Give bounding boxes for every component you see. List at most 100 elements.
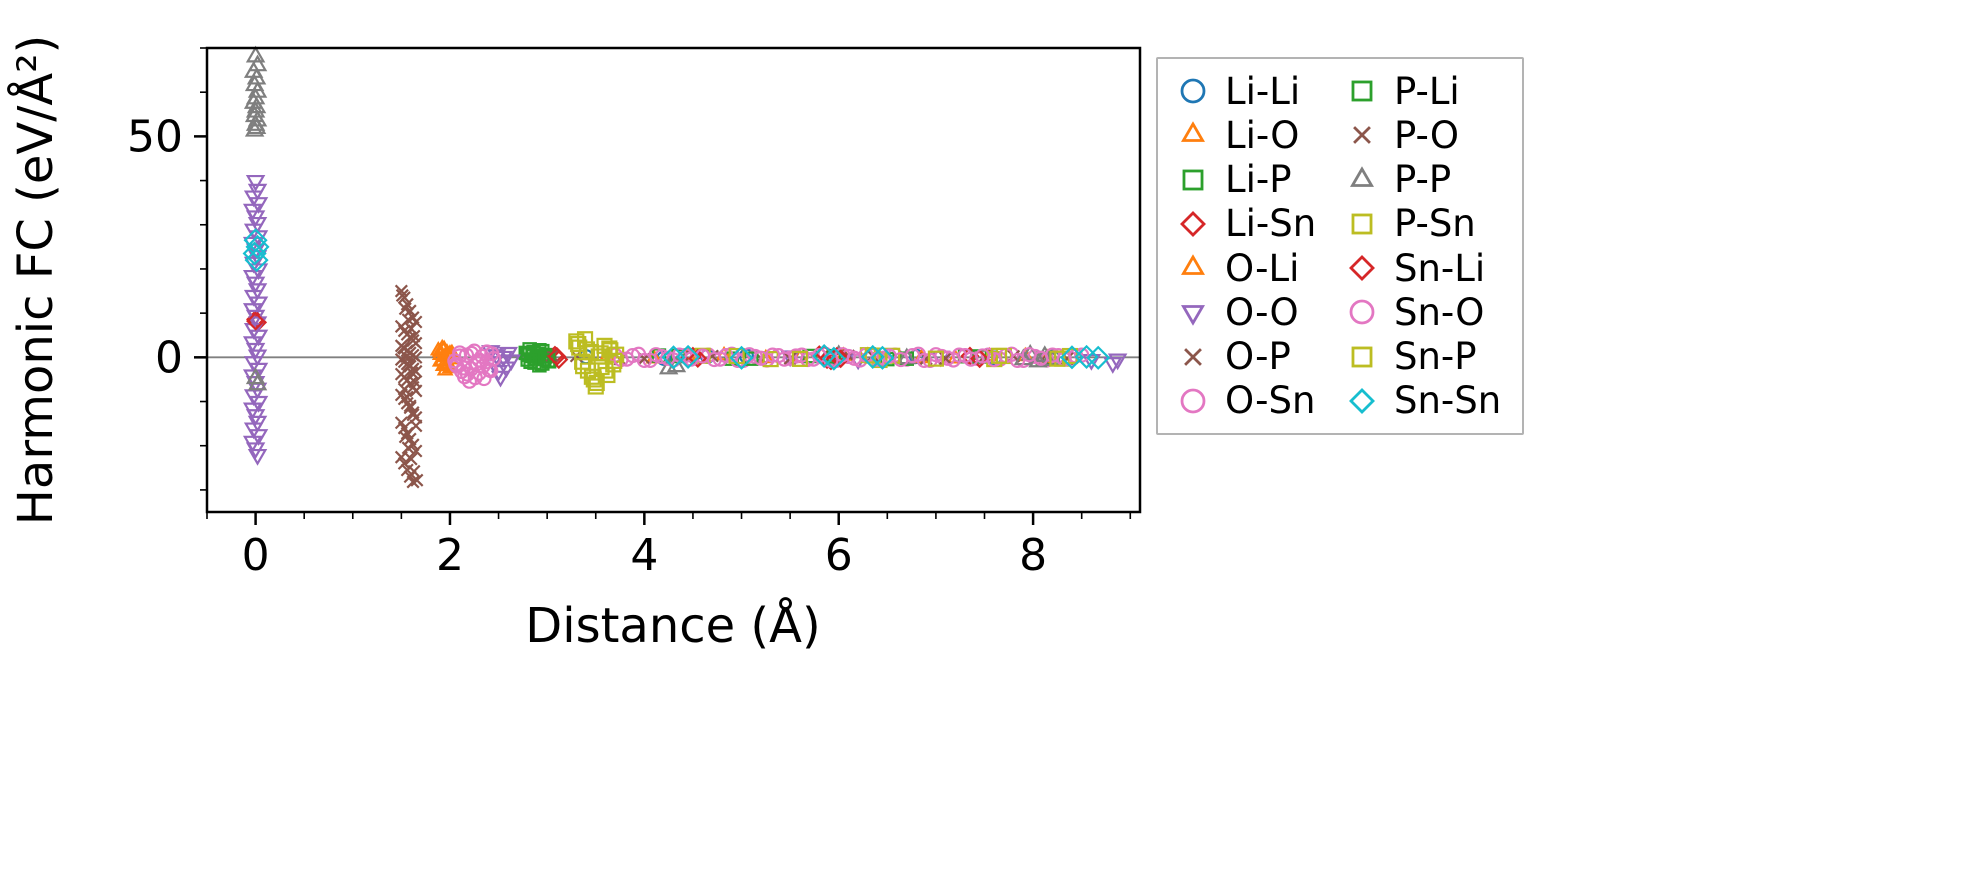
- y-tick-label: 0: [155, 332, 183, 383]
- triangle-up-marker: [1035, 345, 1055, 363]
- series-o-o: [242, 174, 1128, 466]
- circle-marker: [636, 352, 652, 369]
- x-marker: [397, 456, 411, 470]
- x-marker: [1353, 126, 1371, 145]
- square-marker: [991, 347, 1008, 364]
- diamond-marker: [1180, 210, 1206, 237]
- square-legend-icon: [1351, 213, 1373, 235]
- series-p-p: [243, 45, 1063, 391]
- triangle-down-marker: [245, 174, 266, 192]
- diamond-marker: [242, 241, 267, 266]
- legend-entry-li-p: Li-P: [1176, 158, 1319, 202]
- legend-label-p-o: P-O: [1393, 113, 1459, 157]
- circle-marker: [459, 366, 476, 382]
- triangle-up-marker: [247, 80, 268, 98]
- x-marker: [398, 430, 412, 444]
- x-marker: [397, 382, 411, 396]
- x-marker: [395, 288, 409, 303]
- triangle-down-marker: [247, 448, 268, 466]
- circle-marker: [1180, 388, 1206, 414]
- legend-entry-p-li: P-Li: [1345, 69, 1504, 113]
- x-tick-label: 6: [825, 530, 853, 581]
- legend-label-o-sn: O-Sn: [1225, 379, 1316, 423]
- legend-label-li-o: Li-O: [1225, 113, 1300, 157]
- triangle-up-marker: [247, 373, 268, 391]
- circle-marker: [479, 354, 495, 370]
- x-marker: [394, 284, 408, 298]
- series-sn-p: [570, 336, 1079, 392]
- triangle-up-marker: [245, 367, 266, 385]
- diamond-marker: [1086, 345, 1111, 370]
- x-marker: [400, 390, 414, 404]
- circle-marker: [448, 356, 464, 373]
- triangle-up-marker: [1180, 121, 1206, 143]
- triangle-down-marker: [501, 354, 521, 372]
- legend-entry-sn-sn: Sn-Sn: [1345, 379, 1504, 423]
- triangle-up-marker: [1349, 165, 1374, 187]
- triangle-up-legend-icon: [1180, 121, 1206, 143]
- triangle-down-legend-icon: [1180, 305, 1206, 327]
- legend-entry-sn-o: Sn-O: [1345, 290, 1504, 334]
- square-marker: [575, 358, 592, 375]
- legend-label-o-o: O-O: [1225, 290, 1299, 334]
- x-marker: [402, 358, 416, 372]
- y-tick-label: 50: [127, 111, 183, 162]
- circle-legend-icon: [1180, 78, 1206, 104]
- x-marker: [406, 475, 420, 489]
- diamond-marker: [1348, 255, 1375, 282]
- square-marker: [588, 374, 605, 392]
- diamond-marker: [547, 346, 567, 367]
- x-marker: [406, 408, 420, 422]
- diamond-marker: [970, 349, 990, 369]
- legend-label-p-sn: P-Sn: [1393, 202, 1476, 246]
- legend-entry-li-o: Li-O: [1176, 113, 1319, 157]
- circle-marker: [479, 344, 495, 360]
- x-marker: [396, 341, 410, 355]
- square-legend-icon: [1351, 346, 1373, 368]
- diamond-legend-icon: [1348, 255, 1375, 282]
- triangle-up-legend-icon: [1180, 254, 1206, 276]
- plot-area: 0 2 4 6 8 0 50: [127, 45, 1142, 581]
- triangle-down-marker: [1107, 353, 1128, 371]
- ticks: 0 2 4 6 8 0 50: [127, 47, 1132, 581]
- square-marker: [1351, 80, 1373, 102]
- x-axis-label: Distance (Å): [525, 597, 820, 654]
- legend-label-sn-li: Sn-Li: [1393, 246, 1486, 290]
- circle-marker: [1180, 78, 1206, 104]
- x-legend-icon: [1184, 347, 1202, 366]
- legend-entry-o-sn: O-Sn: [1176, 379, 1319, 423]
- square-marker: [864, 347, 881, 364]
- legend-label-p-p: P-P: [1393, 158, 1452, 202]
- square-marker: [1351, 213, 1373, 235]
- triangle-down-marker: [1180, 305, 1206, 327]
- diamond-marker: [245, 234, 270, 259]
- x-marker: [401, 313, 415, 327]
- triangle-up-marker: [1020, 343, 1040, 361]
- square-marker: [791, 350, 808, 367]
- legend-label-o-p: O-P: [1225, 335, 1291, 379]
- x-marker: [401, 441, 415, 455]
- legend-entry-o-p: O-P: [1176, 335, 1319, 379]
- legend-label-p-li: P-Li: [1393, 69, 1460, 113]
- diamond-legend-icon: [1180, 210, 1206, 237]
- circle-marker: [483, 362, 499, 379]
- legend-label-li-sn: Li-Sn: [1225, 202, 1317, 246]
- x-marker: [404, 452, 418, 466]
- legend-entry-o-li: O-Li: [1176, 246, 1319, 290]
- series-p-o: [395, 288, 1074, 487]
- x-marker: [405, 366, 419, 380]
- triangle-down-marker: [490, 370, 511, 388]
- diamond-marker: [1348, 387, 1375, 414]
- circle-legend-icon: [1180, 388, 1206, 414]
- diamond-legend-icon: [1348, 387, 1375, 414]
- diamond-marker: [821, 346, 846, 371]
- diamond-marker: [676, 344, 701, 369]
- legend: Li-Li Li-O Li-P Li-Sn O-Li O-O O-P O-Sn P-Li P-O P…: [1156, 57, 1524, 435]
- legend-entry-p-sn: P-Sn: [1345, 202, 1504, 246]
- x-tick-label: 2: [436, 530, 464, 581]
- series-o-p: [394, 284, 1050, 489]
- x-marker: [399, 349, 413, 363]
- x-marker: [407, 329, 421, 343]
